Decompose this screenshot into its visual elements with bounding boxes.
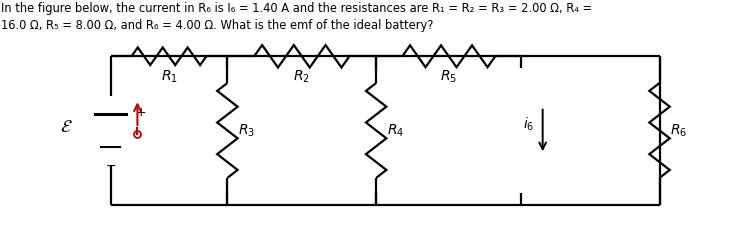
Text: $R_6$: $R_6$: [670, 122, 688, 138]
Text: $+$: $+$: [135, 106, 146, 119]
Text: $-$: $-$: [105, 159, 116, 171]
Text: $R_4$: $R_4$: [387, 122, 404, 138]
Text: $R_1$: $R_1$: [161, 68, 177, 85]
Text: $R_5$: $R_5$: [441, 68, 457, 85]
Text: $R_2$: $R_2$: [293, 68, 310, 85]
Text: In the figure below, the current in R₆ is I₆ = 1.40 A and the resistances are R₁: In the figure below, the current in R₆ i…: [1, 2, 592, 15]
Text: $R_3$: $R_3$: [238, 122, 255, 138]
Text: $i_6$: $i_6$: [523, 116, 534, 133]
Text: $\mathcal{E}$: $\mathcal{E}$: [60, 118, 73, 137]
Text: 16.0 Ω, R₅ = 8.00 Ω, and R₆ = 4.00 Ω. What is the emf of the ideal battery?: 16.0 Ω, R₅ = 8.00 Ω, and R₆ = 4.00 Ω. Wh…: [1, 19, 433, 32]
